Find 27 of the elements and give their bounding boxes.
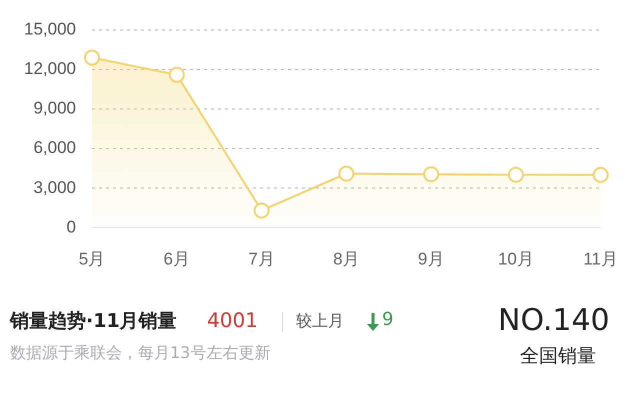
text: 4001 (207, 308, 258, 332)
point (423, 166, 440, 182)
x-tick-label: 11月 (583, 249, 618, 268)
text: 全国销量 (520, 344, 596, 369)
text: 9 (382, 309, 394, 330)
y-tick-label: 15,000 (24, 20, 76, 39)
point (592, 166, 609, 183)
point (508, 166, 524, 183)
y-tick-label: 3,000 (33, 178, 76, 197)
y-tick-label: 0 (66, 217, 76, 236)
y-tick-label: 12,000 (24, 59, 76, 78)
point (84, 50, 100, 66)
y-tick-label: 6,000 (33, 138, 76, 158)
x-tick-label: 10月 (498, 249, 534, 268)
x-tick-label: 5月 (78, 249, 106, 268)
point (254, 202, 270, 218)
point (168, 66, 185, 83)
text: 销量趋势·11月销量 (10, 309, 177, 334)
text: 较上月 (296, 311, 344, 332)
x-tick-label: 9月 (418, 249, 444, 268)
point (338, 166, 354, 182)
x-tick-label: 8月 (333, 249, 360, 268)
x-tick-label: 7月 (248, 249, 275, 268)
y-tick-label: 9,000 (33, 98, 76, 118)
text: 数据源于乘联会，每月13号左右更新 (10, 343, 270, 364)
text: NO.140 (498, 303, 610, 338)
x-tick-label: 6月 (164, 249, 190, 268)
